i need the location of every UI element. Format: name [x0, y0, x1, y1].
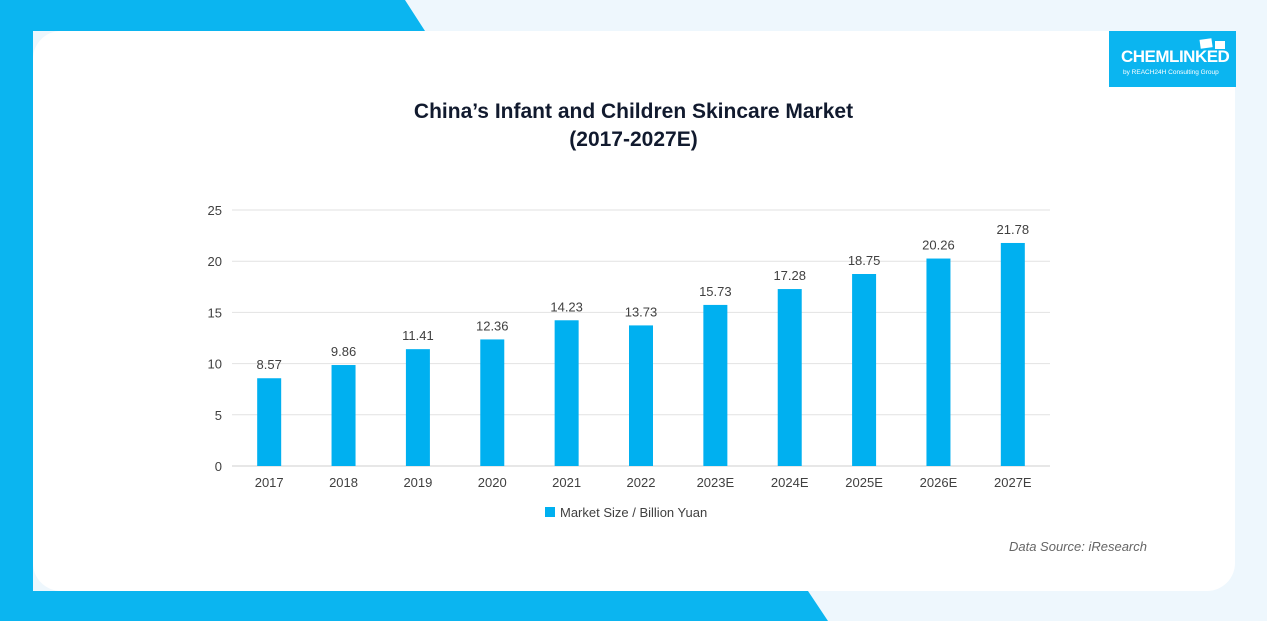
bar-2019 [405, 349, 430, 466]
data-label: 9.86 [331, 344, 356, 359]
chart-card [33, 31, 1235, 591]
legend: Market Size / Billion Yuan [545, 505, 707, 520]
x-tick-label: 2020 [478, 475, 507, 490]
data-label: 20.26 [922, 238, 955, 253]
data-label: 12.36 [476, 318, 509, 333]
y-tick-label: 5 [215, 408, 222, 423]
data-label: 17.28 [773, 268, 806, 283]
y-tick-label: 10 [208, 357, 222, 372]
bar-2023E [703, 304, 728, 466]
x-tick-label: 2017 [255, 475, 284, 490]
x-tick-label: 2022 [627, 475, 656, 490]
y-tick-label: 15 [208, 305, 222, 320]
bar-2020 [480, 339, 505, 466]
chart-subtitle: (2017-2027E) [569, 128, 698, 151]
x-tick-label: 2027E [994, 475, 1032, 490]
chemlinked-logo: CHEMLINKED by REACH24H Consulting Group [1109, 31, 1236, 87]
bottom-accent-shape [0, 591, 828, 621]
y-tick-label: 25 [208, 203, 222, 218]
bar-2024E [777, 289, 802, 466]
data-label: 21.78 [997, 222, 1030, 237]
data-label: 8.57 [257, 357, 282, 372]
bar-2021 [554, 320, 579, 466]
logo-squares-icon [1199, 38, 1225, 49]
data-label: 13.73 [625, 304, 658, 319]
x-tick-label: 2019 [403, 475, 432, 490]
x-tick-label: 2026E [920, 475, 958, 490]
data-label: 14.23 [550, 299, 583, 314]
y-tick-label: 0 [215, 459, 222, 474]
bar-2018 [331, 365, 356, 466]
legend-swatch [545, 507, 555, 517]
bars [257, 242, 1025, 466]
bar-2022 [629, 325, 653, 466]
data-source-note: Data Source: iResearch [1008, 539, 1147, 554]
x-tick-label: 2018 [329, 475, 358, 490]
x-tick-label: 2025E [845, 475, 883, 490]
y-tick-label: 20 [208, 254, 222, 269]
data-label: 11.41 [402, 328, 434, 343]
data-labels: 8.57 9.86 11.41 12.36 14.23 13.73 15.73 17.28 18… [257, 222, 1030, 372]
bar-2025E [852, 274, 877, 466]
data-label: 15.73 [699, 284, 732, 299]
bar-2027E [1000, 242, 1025, 466]
legend-label: Market Size / Billion Yuan [560, 505, 707, 520]
x-axis-ticks: 2017 2018 2019 2020 2021 2022 2023E 2024E 2025E 2… [255, 475, 1032, 490]
x-tick-label: 2021 [552, 475, 581, 490]
bar-2017 [257, 378, 282, 466]
x-tick-label: 2024E [771, 475, 809, 490]
chart-title: China’s Infant and Children Skincare Mar… [413, 100, 854, 123]
logo-wordmark: CHEMLINKED [1121, 47, 1230, 66]
bar-2026E [926, 258, 951, 466]
logo-tagline: by REACH24H Consulting Group [1123, 69, 1219, 76]
x-tick-label: 2023E [697, 475, 735, 490]
y-axis-ticks: 0 5 10 15 20 25 [208, 203, 222, 474]
data-label: 18.75 [848, 253, 881, 268]
